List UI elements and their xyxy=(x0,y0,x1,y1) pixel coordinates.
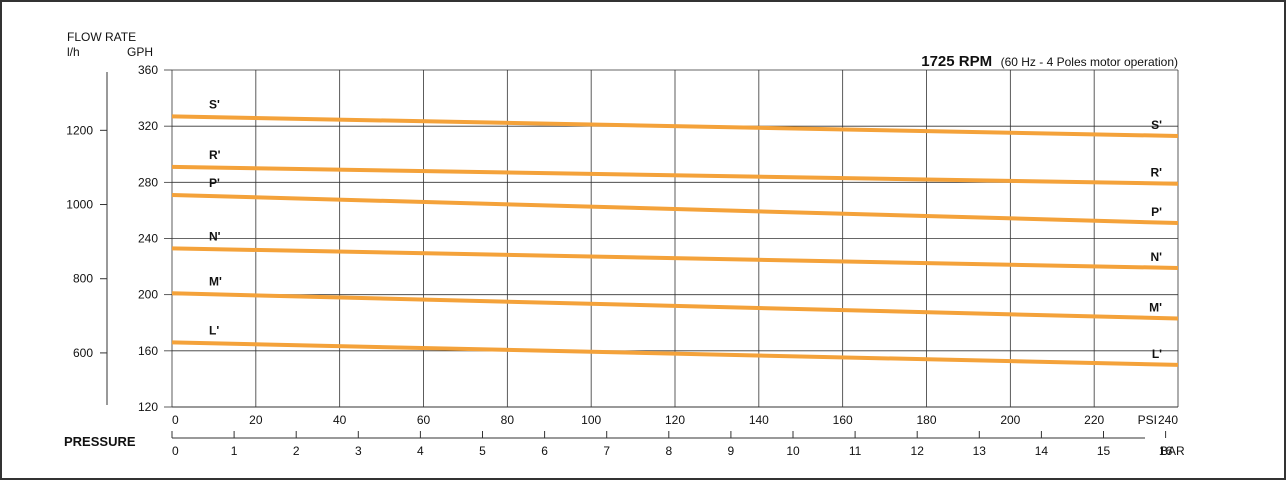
x-tick-label: 0 xyxy=(172,413,179,427)
series-label-end: P' xyxy=(1151,205,1162,219)
y-tick-label: 200 xyxy=(138,288,158,302)
series-label-start: P' xyxy=(209,176,220,190)
x-tick-label: 60 xyxy=(417,413,431,427)
series-label-end: L' xyxy=(1152,347,1162,361)
x-tick-label: 20 xyxy=(249,413,263,427)
series-line xyxy=(171,340,1179,367)
y-tick-label: 360 xyxy=(138,63,158,77)
bar-tick-label: 13 xyxy=(973,444,987,458)
y-tick-label: 320 xyxy=(138,119,158,133)
bar-tick-label: 0 xyxy=(172,444,179,458)
bar-tick-label: 5 xyxy=(479,444,486,458)
series-line xyxy=(171,291,1179,321)
x-tick-label: 100 xyxy=(581,413,601,427)
chart-title: 1725 RPM (60 Hz - 4 Poles motor operatio… xyxy=(921,53,1178,70)
flow-rate-label: FLOW RATE xyxy=(67,30,136,44)
bar-tick-label: 4 xyxy=(417,444,424,458)
y-tick-label: 240 xyxy=(138,232,158,246)
bar-tick-label: 8 xyxy=(665,444,672,458)
lh-tick-label: 1000 xyxy=(66,198,93,212)
bar-tick-label: 9 xyxy=(728,444,735,458)
x-tick-label: 80 xyxy=(501,413,515,427)
x-tick-label: 160 xyxy=(833,413,853,427)
series-label-start: L' xyxy=(209,323,219,337)
series-label-start: N' xyxy=(209,229,221,243)
bar-tick-label: 15 xyxy=(1097,444,1111,458)
series-label-end: N' xyxy=(1150,250,1162,264)
series-label-end: M' xyxy=(1149,301,1162,315)
bar-tick-label: 10 xyxy=(786,444,800,458)
x-tick-label: 140 xyxy=(749,413,769,427)
series-layer: S' S' R' R' P' P' N' N' M' M' L' L' xyxy=(171,97,1179,367)
unit-gph-label: GPH xyxy=(127,45,153,59)
series-line xyxy=(171,114,1179,138)
y-tick-label: 280 xyxy=(138,175,158,189)
series-label-start: R' xyxy=(209,148,221,162)
bar-tick-label: 1 xyxy=(231,444,238,458)
bar-tick-label: 16 xyxy=(1159,444,1173,458)
lh-tick-label: 800 xyxy=(73,272,93,286)
bar-unit-label: BAR xyxy=(1160,444,1185,458)
y-tick-label: 120 xyxy=(138,400,158,414)
x-tick-label: 180 xyxy=(916,413,936,427)
bar-tick-label: 2 xyxy=(293,444,300,458)
series-line xyxy=(171,164,1179,186)
x-tick-label: 120 xyxy=(665,413,685,427)
x-tick-label: 220 xyxy=(1084,413,1104,427)
series-line xyxy=(171,192,1179,226)
bar-tick-label: 12 xyxy=(911,444,925,458)
bar-tick-label: 11 xyxy=(849,444,862,458)
x-tick-label: 240 xyxy=(1158,413,1178,427)
psi-unit-label: PSI xyxy=(1138,413,1157,427)
series-line xyxy=(171,246,1179,270)
series-label-end: R' xyxy=(1150,166,1162,180)
series-label-start: M' xyxy=(209,274,222,288)
unit-lh-label: l/h xyxy=(67,45,80,59)
x-tick-label: 40 xyxy=(333,413,347,427)
series-label-end: S' xyxy=(1151,118,1162,132)
bar-tick-label: 7 xyxy=(603,444,610,458)
title-note: (60 Hz - 4 Poles motor operation) xyxy=(1001,55,1178,69)
bar-tick-label: 3 xyxy=(355,444,362,458)
x-tick-label: 200 xyxy=(1000,413,1020,427)
pressure-label: PRESSURE xyxy=(64,434,136,449)
series-label-start: S' xyxy=(209,97,220,111)
bar-tick-label: 6 xyxy=(541,444,548,458)
lh-tick-label: 600 xyxy=(73,346,93,360)
lh-tick-label: 1200 xyxy=(66,123,93,137)
title-rpm: 1725 RPM xyxy=(921,53,992,70)
bar-tick-label: 14 xyxy=(1035,444,1049,458)
y-tick-label: 160 xyxy=(138,344,158,358)
